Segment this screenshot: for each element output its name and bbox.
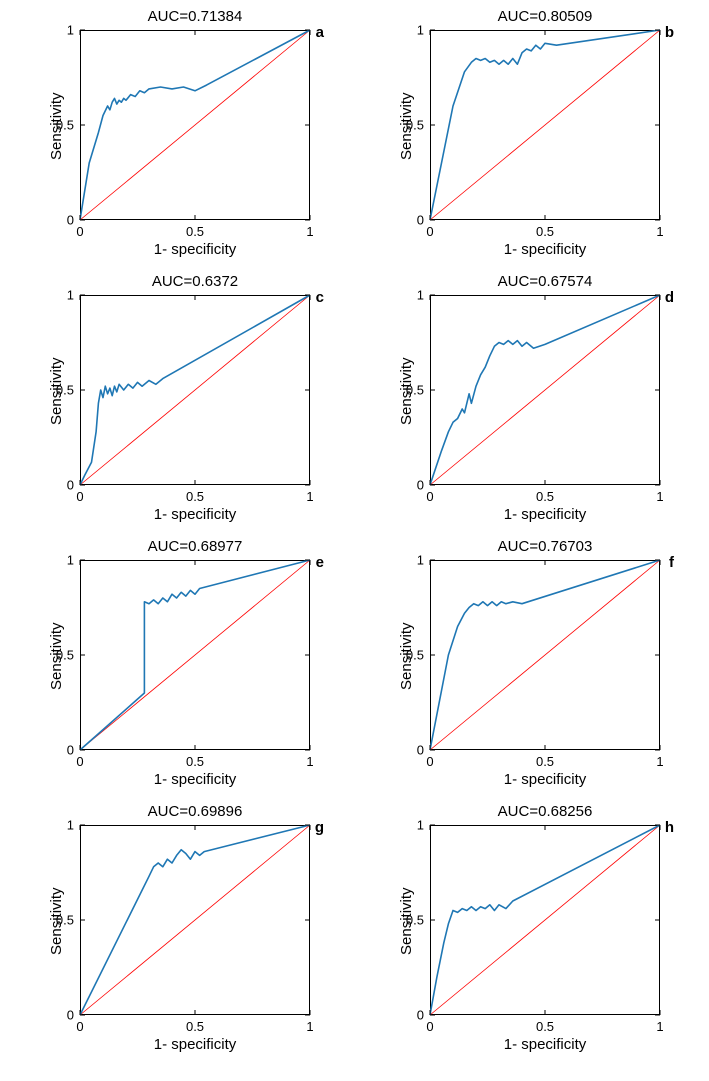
panel-letter: h xyxy=(665,819,674,836)
x-tick-label: 0 xyxy=(426,224,433,239)
x-tick-label: 0 xyxy=(426,754,433,769)
panel-letter: d xyxy=(665,289,674,306)
plot-svg xyxy=(80,560,310,750)
y-tick-label: 1 xyxy=(394,553,424,568)
x-tick-label: 0.5 xyxy=(186,754,204,769)
x-tick-label: 1 xyxy=(306,1019,313,1034)
y-tick-label: 0 xyxy=(394,743,424,758)
roc-panel-d: AUC=0.67574dSensitivity1- specificity00.… xyxy=(430,295,660,485)
y-tick-label: 1 xyxy=(44,553,74,568)
panel-letter: a xyxy=(316,24,324,41)
diagonal-reference-line xyxy=(80,825,310,1015)
y-tick-label: 0 xyxy=(44,743,74,758)
diagonal-reference-line xyxy=(430,560,660,750)
roc-panel-f: AUC=0.76703fSensitivity1- specificity00.… xyxy=(430,560,660,750)
panel-letter: b xyxy=(665,24,674,41)
x-tick-label: 1 xyxy=(656,754,663,769)
plot-svg xyxy=(430,825,660,1015)
x-tick-label: 1 xyxy=(306,489,313,504)
panel-letter: c xyxy=(316,289,324,306)
x-tick-label: 0 xyxy=(76,224,83,239)
roc-panel-e: AUC=0.68977eSensitivity1- specificity00.… xyxy=(80,560,310,750)
x-tick-label: 0.5 xyxy=(536,224,554,239)
roc-figure-grid: AUC=0.71384aSensitivity1- specificity00.… xyxy=(0,0,709,1081)
x-tick-label: 0.5 xyxy=(186,1019,204,1034)
panel-title: AUC=0.68256 xyxy=(430,803,660,820)
diagonal-reference-line xyxy=(430,295,660,485)
y-tick-label: 0.5 xyxy=(44,383,74,398)
panel-title: AUC=0.80509 xyxy=(430,8,660,25)
x-axis-label: 1- specificity xyxy=(80,1036,310,1053)
y-tick-label: 0 xyxy=(44,1008,74,1023)
x-axis-label: 1- specificity xyxy=(430,506,660,523)
panel-letter: f xyxy=(669,554,674,571)
plot-svg xyxy=(80,30,310,220)
panel-title: AUC=0.6372 xyxy=(80,273,310,290)
x-tick-label: 0.5 xyxy=(536,754,554,769)
x-axis-label: 1- specificity xyxy=(430,1036,660,1053)
y-tick-label: 1 xyxy=(394,818,424,833)
x-tick-label: 1 xyxy=(656,224,663,239)
x-tick-label: 0 xyxy=(426,1019,433,1034)
y-tick-label: 1 xyxy=(44,818,74,833)
x-tick-label: 0.5 xyxy=(536,1019,554,1034)
y-tick-label: 0.5 xyxy=(394,648,424,663)
diagonal-reference-line xyxy=(80,30,310,220)
y-tick-label: 0.5 xyxy=(394,913,424,928)
y-tick-label: 0.5 xyxy=(394,383,424,398)
plot-svg xyxy=(80,825,310,1015)
x-tick-label: 0.5 xyxy=(186,489,204,504)
panel-title: AUC=0.68977 xyxy=(80,538,310,555)
x-tick-label: 0 xyxy=(76,754,83,769)
y-tick-label: 0.5 xyxy=(44,913,74,928)
y-tick-label: 0.5 xyxy=(44,118,74,133)
panel-letter: g xyxy=(315,819,324,836)
panel-title: AUC=0.71384 xyxy=(80,8,310,25)
y-tick-label: 0.5 xyxy=(44,648,74,663)
x-tick-label: 0 xyxy=(76,489,83,504)
x-axis-label: 1- specificity xyxy=(430,771,660,788)
plot-svg xyxy=(430,295,660,485)
roc-panel-b: AUC=0.80509bSensitivity1- specificity00.… xyxy=(430,30,660,220)
y-tick-label: 0 xyxy=(44,478,74,493)
y-tick-label: 1 xyxy=(394,23,424,38)
panel-title: AUC=0.69896 xyxy=(80,803,310,820)
diagonal-reference-line xyxy=(80,295,310,485)
x-axis-label: 1- specificity xyxy=(80,771,310,788)
y-tick-label: 0 xyxy=(394,1008,424,1023)
y-tick-label: 1 xyxy=(394,288,424,303)
roc-panel-h: AUC=0.68256hSensitivity1- specificity00.… xyxy=(430,825,660,1015)
x-tick-label: 1 xyxy=(306,754,313,769)
x-axis-label: 1- specificity xyxy=(80,241,310,258)
x-axis-label: 1- specificity xyxy=(430,241,660,258)
x-tick-label: 0 xyxy=(426,489,433,504)
x-tick-label: 1 xyxy=(656,1019,663,1034)
roc-panel-c: AUC=0.6372cSensitivity1- specificity00.5… xyxy=(80,295,310,485)
plot-svg xyxy=(430,560,660,750)
x-tick-label: 1 xyxy=(306,224,313,239)
y-tick-label: 0 xyxy=(44,213,74,228)
roc-panel-g: AUC=0.69896gSensitivity1- specificity00.… xyxy=(80,825,310,1015)
x-tick-label: 0.5 xyxy=(536,489,554,504)
plot-svg xyxy=(430,30,660,220)
y-tick-label: 0 xyxy=(394,213,424,228)
y-tick-label: 1 xyxy=(44,288,74,303)
x-tick-label: 0.5 xyxy=(186,224,204,239)
panel-letter: e xyxy=(316,554,324,571)
diagonal-reference-line xyxy=(430,30,660,220)
diagonal-reference-line xyxy=(80,560,310,750)
y-tick-label: 1 xyxy=(44,23,74,38)
x-tick-label: 0 xyxy=(76,1019,83,1034)
panel-title: AUC=0.67574 xyxy=(430,273,660,290)
diagonal-reference-line xyxy=(430,825,660,1015)
panel-title: AUC=0.76703 xyxy=(430,538,660,555)
plot-svg xyxy=(80,295,310,485)
x-tick-label: 1 xyxy=(656,489,663,504)
x-axis-label: 1- specificity xyxy=(80,506,310,523)
y-tick-label: 0.5 xyxy=(394,118,424,133)
roc-panel-a: AUC=0.71384aSensitivity1- specificity00.… xyxy=(80,30,310,220)
y-tick-label: 0 xyxy=(394,478,424,493)
